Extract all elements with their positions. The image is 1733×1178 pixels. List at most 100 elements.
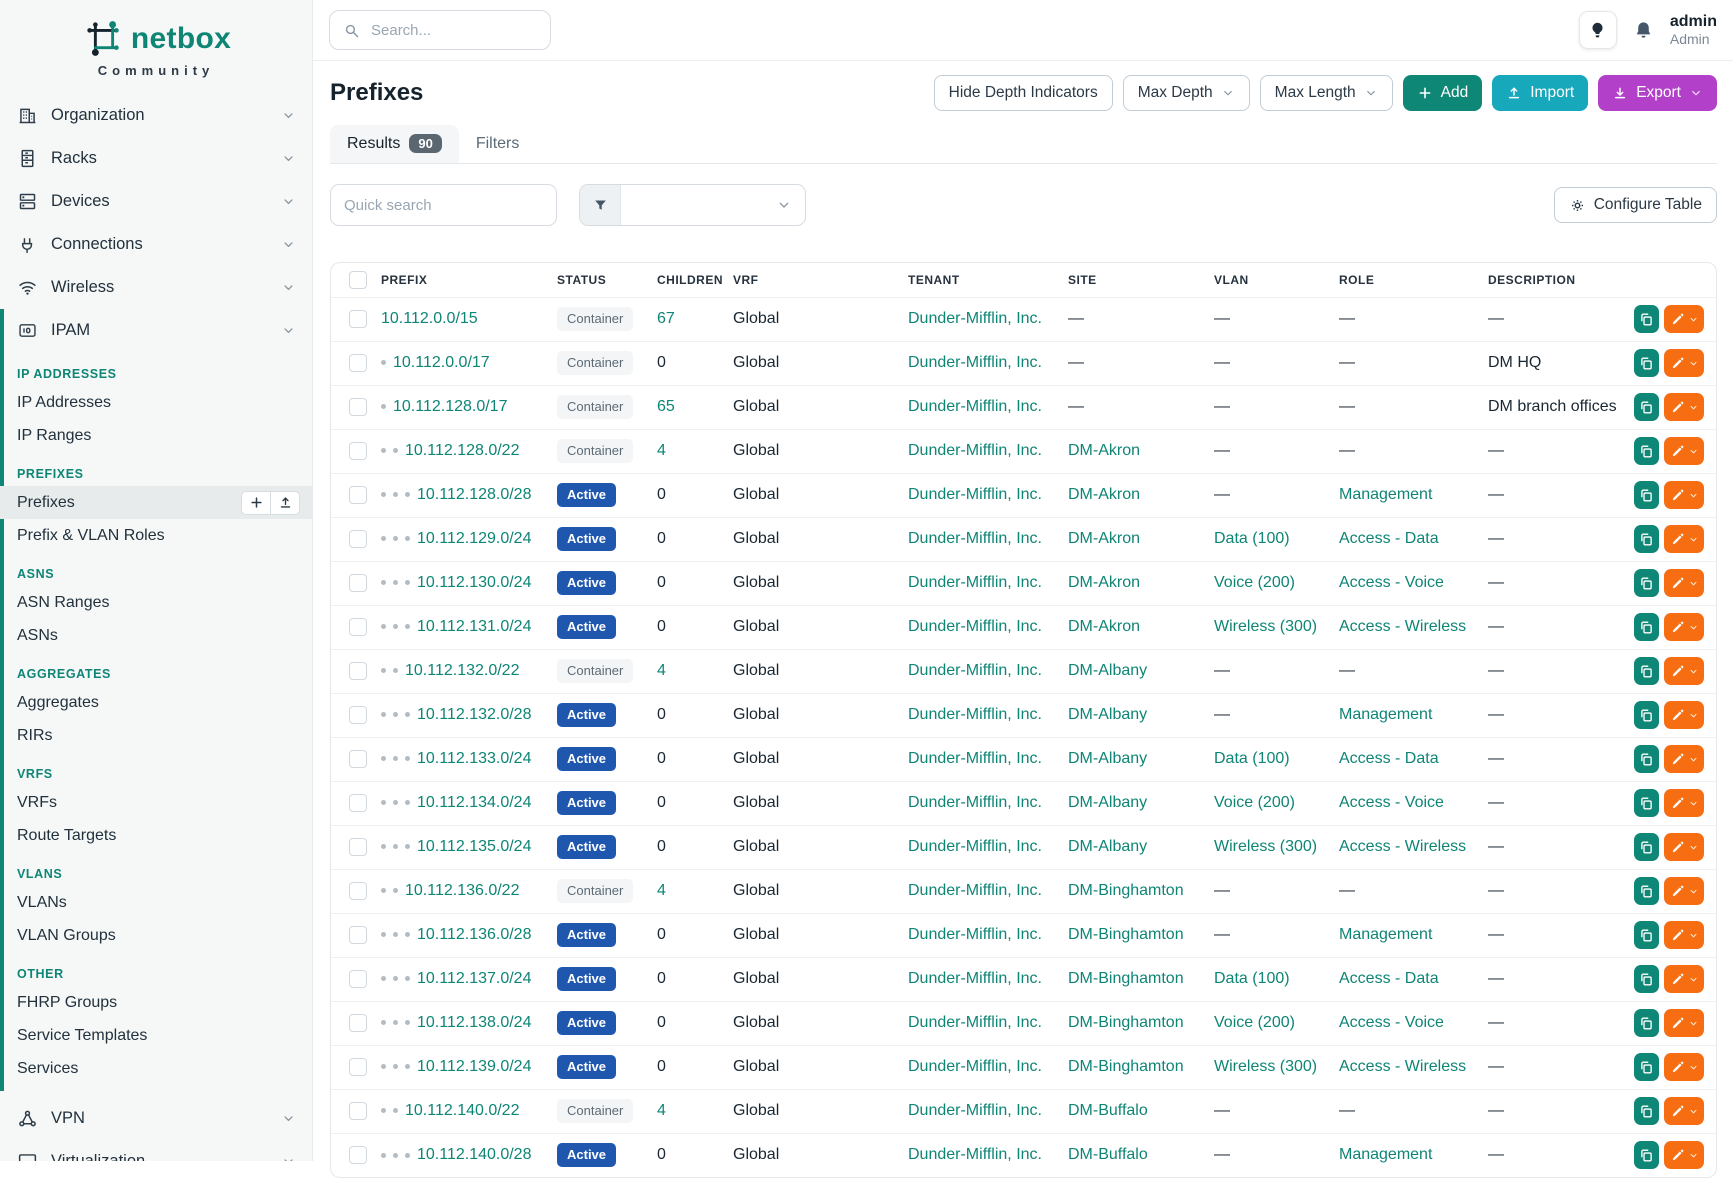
search-input[interactable]	[369, 20, 537, 40]
tenant-link[interactable]: Dunder-Mifflin, Inc.	[908, 398, 1042, 415]
sidebar-item-racks[interactable]: Racks	[0, 137, 312, 180]
edit-button[interactable]	[1664, 437, 1704, 465]
edit-button[interactable]	[1664, 789, 1704, 817]
site-link[interactable]: DM-Buffalo	[1068, 1102, 1148, 1119]
prefix-link[interactable]: 10.112.136.0/28	[417, 926, 532, 943]
sidebar-item-aggregates[interactable]: Aggregates	[0, 686, 312, 719]
clone-button[interactable]	[1634, 1141, 1660, 1170]
tenant-link[interactable]: Dunder-Mifflin, Inc.	[908, 706, 1042, 723]
row-checkbox[interactable]	[349, 442, 367, 460]
row-checkbox[interactable]	[349, 618, 367, 636]
clone-button[interactable]	[1634, 833, 1660, 861]
sidebar-item-asns[interactable]: ASNs	[0, 619, 312, 652]
role-link[interactable]: Management	[1339, 706, 1433, 723]
site-link[interactable]: DM-Albany	[1068, 750, 1148, 767]
clone-button[interactable]	[1634, 1053, 1660, 1081]
sidebar-item-service-templates[interactable]: Service Templates	[0, 1019, 312, 1052]
site-link[interactable]: DM-Albany	[1068, 662, 1148, 679]
vlan-link[interactable]: Voice (200)	[1214, 574, 1295, 591]
sidebar-item-rirs[interactable]: RIRs	[0, 719, 312, 752]
column-header-vlan[interactable]: VLAN	[1214, 272, 1249, 287]
sidebar-item-prefix-vlan-roles[interactable]: Prefix & VLAN Roles	[0, 519, 312, 552]
prefix-link[interactable]: 10.112.132.0/22	[405, 662, 520, 679]
column-header-vrf[interactable]: VRF	[733, 272, 759, 287]
tenant-link[interactable]: Dunder-Mifflin, Inc.	[908, 970, 1042, 987]
site-link[interactable]: DM-Binghamton	[1068, 882, 1184, 899]
max-depth-dropdown[interactable]: Max Depth	[1122, 75, 1250, 111]
sidebar-item-vrfs[interactable]: VRFs	[0, 786, 312, 819]
children-count[interactable]: 4	[657, 662, 666, 679]
column-header-description[interactable]: DESCRIPTION	[1488, 272, 1576, 287]
export-button[interactable]: Export	[1598, 75, 1717, 111]
row-checkbox[interactable]	[349, 354, 367, 372]
sidebar-item-services[interactable]: Services	[0, 1052, 312, 1085]
tenant-link[interactable]: Dunder-Mifflin, Inc.	[908, 926, 1042, 943]
site-link[interactable]: DM-Binghamton	[1068, 1014, 1184, 1031]
column-header-tenant[interactable]: TENANT	[908, 272, 960, 287]
site-link[interactable]: DM-Albany	[1068, 706, 1148, 723]
prefix-link[interactable]: 10.112.0.0/15	[381, 310, 478, 327]
edit-button[interactable]	[1664, 1009, 1704, 1037]
edit-button[interactable]	[1664, 921, 1704, 949]
clone-button[interactable]	[1634, 965, 1660, 993]
vlan-link[interactable]: Data (100)	[1214, 970, 1290, 987]
prefix-link[interactable]: 10.112.139.0/24	[417, 1058, 532, 1075]
sidebar-item-vlan-groups[interactable]: VLAN Groups	[0, 919, 312, 952]
clone-button[interactable]	[1634, 789, 1660, 817]
row-checkbox[interactable]	[349, 486, 367, 504]
row-checkbox[interactable]	[349, 574, 367, 592]
edit-button[interactable]	[1664, 613, 1704, 641]
tenant-link[interactable]: Dunder-Mifflin, Inc.	[908, 354, 1042, 371]
clone-button[interactable]	[1634, 437, 1660, 465]
site-link[interactable]: DM-Akron	[1068, 486, 1141, 503]
prefix-link[interactable]: 10.112.134.0/24	[417, 794, 532, 811]
edit-button[interactable]	[1664, 1141, 1704, 1170]
prefix-link[interactable]: 10.112.128.0/17	[393, 398, 508, 415]
tenant-link[interactable]: Dunder-Mifflin, Inc.	[908, 838, 1042, 855]
vlan-link[interactable]: Data (100)	[1214, 750, 1290, 767]
site-link[interactable]: DM-Albany	[1068, 838, 1148, 855]
row-checkbox[interactable]	[349, 794, 367, 812]
prefix-link[interactable]: 10.112.138.0/24	[417, 1014, 532, 1031]
row-checkbox[interactable]	[349, 750, 367, 768]
row-checkbox[interactable]	[349, 1102, 367, 1120]
tab-filters[interactable]: Filters	[475, 134, 520, 152]
tenant-link[interactable]: Dunder-Mifflin, Inc.	[908, 662, 1042, 679]
row-checkbox[interactable]	[349, 530, 367, 548]
edit-button[interactable]	[1664, 701, 1704, 729]
tenant-link[interactable]: Dunder-Mifflin, Inc.	[908, 750, 1042, 767]
edit-button[interactable]	[1664, 1097, 1704, 1125]
row-checkbox[interactable]	[349, 662, 367, 680]
filter-select[interactable]	[621, 185, 805, 225]
tenant-link[interactable]: Dunder-Mifflin, Inc.	[908, 442, 1042, 459]
clone-button[interactable]	[1634, 569, 1660, 597]
sidebar-item-virtualization[interactable]: Virtualization	[0, 1140, 312, 1161]
add-button[interactable]: Add	[1402, 75, 1483, 111]
row-checkbox[interactable]	[349, 838, 367, 856]
sidebar-item-ip-addresses[interactable]: IP Addresses	[0, 386, 312, 419]
clone-button[interactable]	[1634, 657, 1660, 685]
children-count[interactable]: 4	[657, 1102, 666, 1119]
role-link[interactable]: Access - Wireless	[1339, 1058, 1467, 1075]
edit-button[interactable]	[1664, 833, 1704, 861]
edit-button[interactable]	[1664, 657, 1704, 685]
row-checkbox[interactable]	[349, 1146, 367, 1165]
prefix-link[interactable]: 10.112.140.0/22	[405, 1102, 520, 1119]
clone-button[interactable]	[1634, 1097, 1660, 1125]
sidebar-item-ip-ranges[interactable]: IP Ranges	[0, 419, 312, 452]
prefix-link[interactable]: 10.112.136.0/22	[405, 882, 520, 899]
site-link[interactable]: DM-Akron	[1068, 574, 1141, 591]
prefix-link[interactable]: 10.112.128.0/28	[417, 486, 532, 503]
column-header-status[interactable]: STATUS	[557, 272, 607, 287]
prefix-link[interactable]: 10.112.0.0/17	[393, 354, 490, 371]
edit-button[interactable]	[1664, 349, 1704, 377]
tenant-link[interactable]: Dunder-Mifflin, Inc.	[908, 1146, 1042, 1164]
edit-button[interactable]	[1664, 393, 1704, 421]
children-count[interactable]: 65	[657, 398, 675, 415]
vlan-link[interactable]: Wireless (300)	[1214, 1058, 1318, 1075]
vlan-link[interactable]: Data (100)	[1214, 530, 1290, 547]
sidebar-item-vlans[interactable]: VLANs	[0, 886, 312, 919]
row-checkbox[interactable]	[349, 398, 367, 416]
site-link[interactable]: DM-Binghamton	[1068, 1058, 1184, 1075]
quick-import-button[interactable]	[270, 490, 300, 515]
